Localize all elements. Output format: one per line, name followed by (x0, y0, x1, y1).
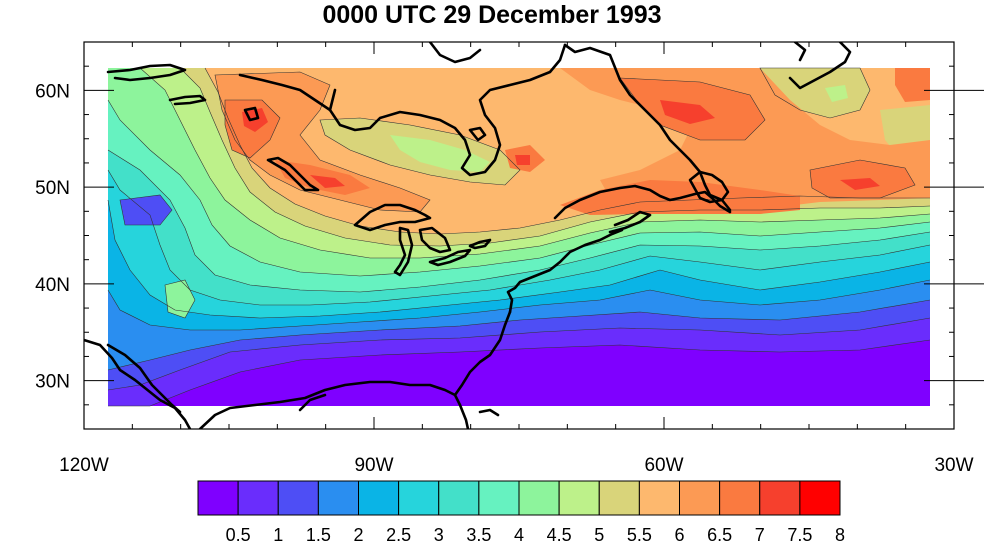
great-lake-huron (418, 226, 452, 254)
axis-ticks (83, 41, 984, 430)
colorbar-label: 2.5 (386, 525, 411, 542)
colorbar-labels: 0.5 1 1.5 2 2.5 3 3.5 4 4.5 5 5.5 6 6.5 7 7.5 8 (226, 525, 845, 542)
colorbar-label: 3 (434, 525, 444, 542)
coastline-newfoundland (688, 170, 730, 204)
coastline-gulf (198, 380, 470, 429)
coastline-baja (106, 343, 182, 414)
colorbar-swatch (759, 480, 801, 516)
contour-field (108, 68, 930, 406)
colorbar-swatch (197, 480, 239, 516)
coastline-west (84, 338, 192, 429)
great-lake-erie (428, 248, 472, 267)
colorbar-swatch (719, 480, 761, 516)
plot-title: 0000 UTC 29 December 1993 (322, 1, 662, 29)
colorbar-label: 0.5 (226, 525, 251, 542)
coastline-baffin (428, 42, 482, 64)
lat-tick-label: 30N (35, 372, 70, 393)
coastline-hudson-bay (328, 43, 567, 177)
colorbar-label: 5.5 (627, 525, 652, 542)
contour-band-13-ne-corner (895, 68, 930, 102)
colorbar-label: 4.5 (547, 525, 572, 542)
colorbar-swatch (799, 480, 841, 516)
colorbar-swatch (598, 480, 640, 516)
coastline-greenland-2 (793, 42, 807, 62)
lat-tick-label: 50N (35, 178, 70, 199)
colorbar-swatch (358, 480, 400, 516)
great-lake-ontario (468, 238, 492, 250)
contour-lines (107, 67, 931, 407)
coastlines (84, 42, 852, 429)
lat-tick-label: 60N (35, 81, 70, 102)
coastline-arctic-2 (168, 94, 207, 106)
colorbar-swatch (398, 480, 440, 516)
coastline-cuba (478, 408, 500, 417)
contour-band-blob-w (120, 195, 172, 225)
colorbar-swatch (638, 480, 680, 516)
colorbar-label: 7 (755, 525, 765, 542)
coastline-greenland (788, 42, 852, 90)
contour-band-14-sw (310, 175, 345, 188)
colorbar-swatch (277, 480, 319, 516)
colorbar (197, 480, 841, 516)
lon-tick-label: 30W (934, 455, 973, 476)
contour-band-14-labrador (660, 100, 715, 124)
colorbar-label: 5 (594, 525, 604, 542)
great-lake-michigan (393, 226, 414, 277)
coastline-florida (453, 310, 512, 397)
colorbar-swatch (478, 480, 520, 516)
colorbar-label: 4 (514, 525, 524, 542)
colorbar-label: 6 (674, 525, 684, 542)
colorbar-label: 3.5 (466, 525, 491, 542)
colorbar-swatch (558, 480, 600, 516)
lat-tick-label: 40N (35, 275, 70, 296)
colorbar-swatch (237, 480, 279, 516)
colorbar-swatch (518, 480, 560, 516)
colorbar-label: 2 (353, 525, 363, 542)
colorbar-swatch (679, 480, 721, 516)
colorbar-label: 7.5 (787, 525, 812, 542)
coastline-yucatan (298, 393, 327, 412)
coastline-james-bay (468, 126, 487, 142)
coastline-hudson-north (238, 73, 332, 112)
colorbar-swatch (317, 480, 359, 516)
coastline-lake-2 (266, 156, 320, 192)
colorbar-label: 8 (835, 525, 845, 542)
coastline-lake-1 (243, 106, 260, 122)
contour-band-14-atlantic (840, 178, 880, 190)
lon-tick-label: 90W (354, 455, 393, 476)
coastline-arctic-1 (106, 63, 187, 82)
coastline-east (506, 228, 624, 314)
contour-band-ne-lighter (825, 85, 848, 102)
colorbar-label: 6.5 (707, 525, 732, 542)
colorbar-label: 1 (273, 525, 283, 542)
axis-tick-labels: 120W 90W 60W 30W 30N 40N 50N 60N (35, 81, 973, 476)
lon-tick-label: 120W (59, 455, 109, 476)
contour-band-ne-low (760, 68, 870, 118)
lon-tick-label: 60W (644, 455, 683, 476)
coastline-st-lawrence (553, 184, 732, 220)
coastline-nova-scotia (608, 210, 652, 234)
great-lake-superior (353, 203, 432, 232)
colorbar-label: 1.5 (306, 525, 331, 542)
colorbar-swatch (438, 480, 480, 516)
contour-band-14-quebec (515, 155, 530, 165)
coastline-labrador (563, 43, 732, 212)
